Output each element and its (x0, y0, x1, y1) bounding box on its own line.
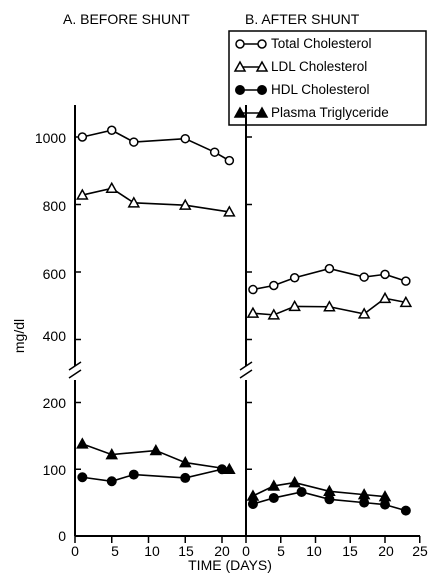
data-point (401, 276, 411, 286)
data-point (378, 291, 392, 304)
data-point (323, 484, 336, 497)
data-point (248, 284, 258, 295)
legend-label: LDL Cholesterol (271, 59, 367, 74)
data-point (400, 505, 411, 516)
data-point (380, 269, 390, 280)
legend-label: HDL Cholesterol (271, 82, 370, 97)
data-point (359, 272, 369, 282)
data-point (380, 499, 390, 510)
axis-break-a (68, 361, 82, 379)
data-point (178, 198, 192, 210)
legend-marker (233, 60, 247, 72)
data-point (105, 448, 119, 460)
data-point (180, 133, 190, 144)
x-tick-label: 25 (412, 543, 428, 559)
x-axis-label: TIME (DAYS) (188, 557, 272, 573)
data-point (324, 263, 335, 274)
y-tick-label: 0 (58, 528, 66, 544)
data-point (296, 486, 307, 497)
x-tick-label: 20 (214, 543, 230, 559)
data-point (357, 488, 371, 500)
data-point (269, 280, 279, 291)
data-point (106, 476, 117, 487)
y-tick-label: 600 (43, 266, 67, 282)
data-point (289, 272, 300, 283)
data-point (267, 479, 281, 491)
legend-marker (255, 60, 269, 72)
data-point (359, 497, 370, 508)
data-point (224, 155, 235, 166)
data-point (247, 498, 258, 509)
x-tick-label: 10 (306, 543, 322, 559)
legend-marker (255, 106, 269, 118)
series-line (82, 187, 230, 213)
x-tick-label: 0 (71, 543, 79, 559)
y-tick-label: 400 (43, 328, 67, 344)
data-point (127, 196, 141, 208)
y-tick-label: 100 (43, 462, 67, 478)
plot-layer (68, 39, 421, 543)
data-point (209, 147, 220, 157)
data-point (149, 444, 163, 456)
legend-label: Total Cholesterol (271, 36, 372, 51)
data-point (178, 456, 192, 468)
x-tick-label: 5 (277, 543, 285, 559)
legend-marker (235, 85, 245, 95)
legend-marker (233, 106, 247, 118)
legend-marker (257, 85, 267, 95)
data-point (77, 472, 88, 483)
data-point (128, 469, 139, 480)
y-axis-label: mg/dl (11, 319, 27, 353)
data-point (288, 299, 301, 312)
panel-a-title: A. BEFORE SHUNT (63, 11, 190, 27)
y-tick-label: 800 (43, 198, 67, 214)
data-point (323, 300, 336, 312)
legend-marker (257, 39, 267, 49)
data-point (378, 490, 392, 502)
x-tick-label: 10 (144, 543, 160, 559)
y-tick-label: 1000 (35, 130, 66, 146)
data-point (268, 492, 279, 503)
x-tick-label: 15 (342, 543, 358, 559)
data-point (288, 476, 301, 488)
data-point (267, 308, 281, 320)
data-point (77, 132, 88, 142)
data-point (357, 307, 371, 319)
data-point (246, 489, 260, 501)
data-point (129, 137, 139, 147)
data-point (223, 205, 236, 217)
data-point (324, 494, 335, 505)
data-point (399, 295, 413, 308)
data-point (107, 125, 117, 135)
series-line (82, 468, 223, 483)
legend-label: Plasma Triglyceride (271, 105, 389, 120)
data-point (180, 472, 191, 483)
panel-b-title: B. AFTER SHUNT (245, 11, 360, 27)
series-line (82, 129, 230, 162)
axis-break-b (239, 361, 253, 379)
data-point (246, 306, 260, 318)
x-tick-label: 15 (178, 543, 194, 559)
y-tick-label: 200 (43, 395, 67, 411)
x-tick-label: 0 (242, 543, 250, 559)
legend-marker (235, 39, 245, 49)
x-tick-label: 20 (378, 543, 394, 559)
data-point (223, 462, 236, 474)
data-point (76, 437, 89, 449)
data-point (105, 181, 119, 194)
data-point (76, 188, 89, 200)
x-tick-label: 5 (111, 543, 119, 559)
